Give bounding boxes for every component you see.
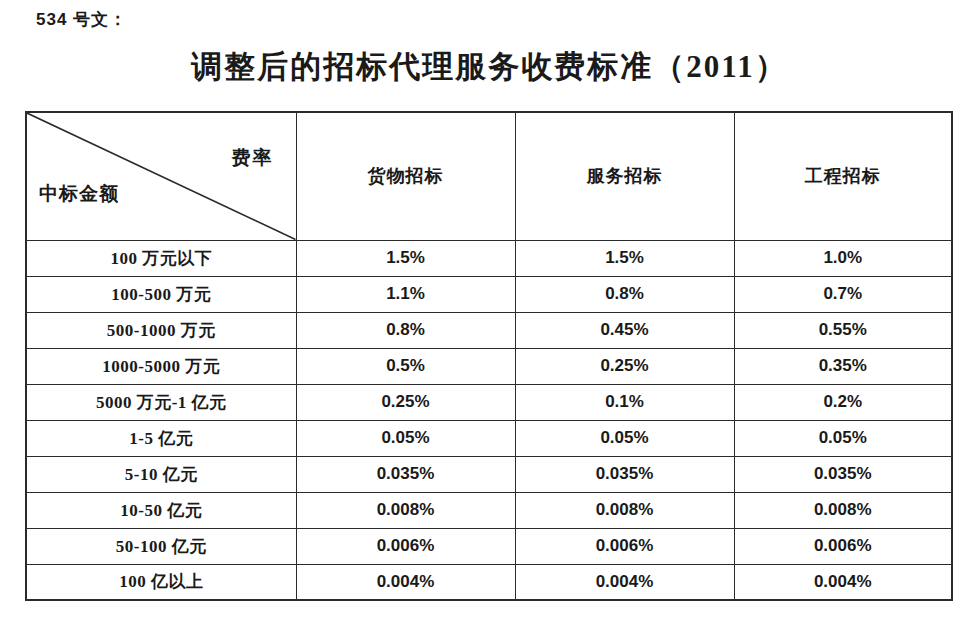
row-label: 1-5 亿元 — [26, 420, 296, 456]
fee-value: 0.45% — [515, 312, 734, 348]
row-label: 500-1000 万元 — [26, 312, 296, 348]
fee-value: 0.1% — [515, 384, 734, 420]
fee-value: 0.25% — [515, 348, 734, 384]
table-row: 1-5 亿元 0.05% 0.05% 0.05% — [26, 420, 952, 456]
fee-value: 0.035% — [296, 456, 515, 492]
diagonal-corner-cell: 费率 中标金额 — [26, 112, 296, 240]
fee-value: 0.008% — [296, 492, 515, 528]
row-label: 100-500 万元 — [26, 276, 296, 312]
fee-value: 0.004% — [296, 564, 515, 600]
fee-value: 0.55% — [734, 312, 952, 348]
fee-value: 0.35% — [734, 348, 952, 384]
table-row: 100 亿以上 0.004% 0.004% 0.004% — [26, 564, 952, 600]
fee-value: 1.0% — [734, 240, 952, 276]
table-row: 1000-5000 万元 0.5% 0.25% 0.35% — [26, 348, 952, 384]
table-row: 5-10 亿元 0.035% 0.035% 0.035% — [26, 456, 952, 492]
document-page: 534 号文： 调整后的招标代理服务收费标准（2011） 费率 中标金额 货物招… — [0, 0, 979, 629]
fee-value: 0.5% — [296, 348, 515, 384]
table-row: 100-500 万元 1.1% 0.8% 0.7% — [26, 276, 952, 312]
fee-value: 0.006% — [515, 528, 734, 564]
fee-value: 1.5% — [515, 240, 734, 276]
fee-value: 0.2% — [734, 384, 952, 420]
doc-number-label: 534 号文： — [36, 8, 127, 31]
row-label: 1000-5000 万元 — [26, 348, 296, 384]
fee-value: 0.25% — [296, 384, 515, 420]
table-row: 50-100 亿元 0.006% 0.006% 0.006% — [26, 528, 952, 564]
table-row: 5000 万元-1 亿元 0.25% 0.1% 0.2% — [26, 384, 952, 420]
fee-value: 0.05% — [515, 420, 734, 456]
fee-value: 0.8% — [515, 276, 734, 312]
row-label: 100 万元以下 — [26, 240, 296, 276]
row-label: 5000 万元-1 亿元 — [26, 384, 296, 420]
corner-bid-amount-label: 中标金额 — [39, 181, 119, 207]
table-header-row: 费率 中标金额 货物招标 服务招标 工程招标 — [26, 112, 952, 240]
row-label: 5-10 亿元 — [26, 456, 296, 492]
row-label: 10-50 亿元 — [26, 492, 296, 528]
diagonal-divider-line — [27, 113, 296, 240]
row-label: 50-100 亿元 — [26, 528, 296, 564]
row-label: 100 亿以上 — [26, 564, 296, 600]
column-header-engineering: 工程招标 — [734, 112, 952, 240]
table-row: 10-50 亿元 0.008% 0.008% 0.008% — [26, 492, 952, 528]
fee-value: 0.006% — [734, 528, 952, 564]
fee-value: 0.004% — [515, 564, 734, 600]
fee-value: 0.05% — [296, 420, 515, 456]
fee-value: 0.05% — [734, 420, 952, 456]
corner-fee-rate-label: 费率 — [232, 145, 274, 171]
fee-value: 0.035% — [515, 456, 734, 492]
table-row: 500-1000 万元 0.8% 0.45% 0.55% — [26, 312, 952, 348]
column-header-services: 服务招标 — [515, 112, 734, 240]
fee-value: 1.5% — [296, 240, 515, 276]
fee-value: 1.1% — [296, 276, 515, 312]
fee-value: 0.004% — [734, 564, 952, 600]
fee-value: 0.008% — [515, 492, 734, 528]
column-header-goods: 货物招标 — [296, 112, 515, 240]
fee-value: 0.035% — [734, 456, 952, 492]
fee-value: 0.8% — [296, 312, 515, 348]
fee-value: 0.006% — [296, 528, 515, 564]
fee-value: 0.7% — [734, 276, 952, 312]
table-row: 100 万元以下 1.5% 1.5% 1.0% — [26, 240, 952, 276]
fee-value: 0.008% — [734, 492, 952, 528]
fee-rate-table: 费率 中标金额 货物招标 服务招标 工程招标 100 万元以下 1.5% 1.5… — [25, 111, 953, 601]
page-title: 调整后的招标代理服务收费标准（2011） — [0, 46, 979, 88]
